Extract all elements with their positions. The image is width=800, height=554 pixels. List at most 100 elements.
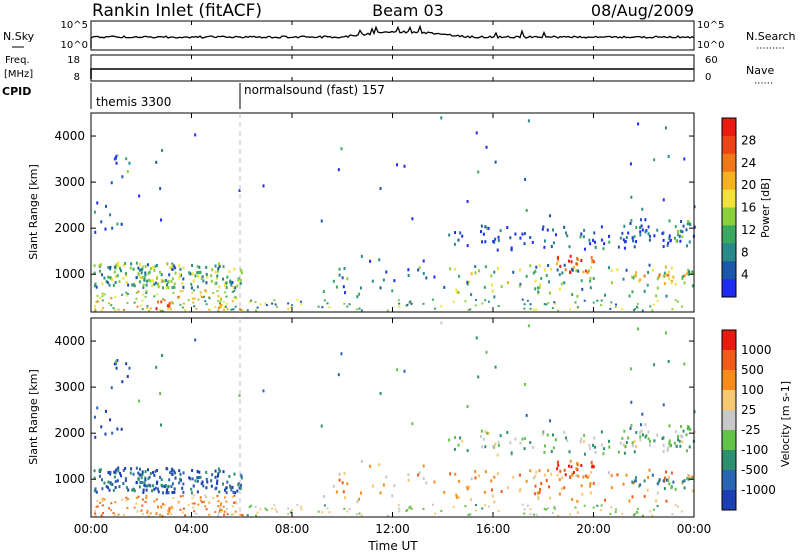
- velocity-cell: [104, 409, 107, 413]
- velocity-cell: [96, 406, 99, 410]
- velocity-cell: [222, 482, 225, 486]
- velocity-cell: [210, 479, 213, 483]
- velocity-cell: [678, 439, 681, 443]
- velocity-cell: [619, 441, 622, 445]
- velocity-cell: [193, 510, 196, 513]
- velocity-cell: [140, 509, 143, 512]
- velocity-cell: [681, 480, 684, 484]
- velocity-cell: [529, 508, 532, 511]
- velocity-cell: [647, 430, 650, 434]
- power-cell: [114, 280, 117, 284]
- velocity-cell: [635, 430, 638, 434]
- velocity-cell: [233, 494, 236, 497]
- power-cell: [572, 265, 575, 269]
- power-cell: [666, 244, 669, 248]
- power-cell: [108, 302, 111, 305]
- velocity-cell: [589, 491, 592, 495]
- velocity-cell: [184, 514, 187, 517]
- colorbar-swatch: [722, 171, 736, 190]
- power-cell: [636, 306, 639, 309]
- velocity-cell: [433, 480, 436, 484]
- power-cell: [194, 133, 197, 137]
- power-cell: [529, 236, 532, 240]
- power-cell: [667, 270, 670, 274]
- velocity-cell: [480, 429, 483, 433]
- velocity-cell: [466, 487, 469, 491]
- velocity-cell: [544, 473, 547, 477]
- power-cell: [116, 154, 119, 158]
- velocity-cell: [542, 430, 545, 434]
- power-cell: [543, 239, 546, 243]
- velocity-cell: [144, 478, 147, 482]
- velocity-cell: [683, 486, 686, 490]
- velocity-cell: [95, 490, 98, 494]
- power-cell: [222, 300, 225, 303]
- power-cell: [686, 220, 689, 224]
- velocity-cell: [217, 505, 220, 508]
- velocity-cell: [328, 511, 331, 514]
- power-cell: [676, 300, 679, 303]
- power-cell: [153, 295, 156, 298]
- power-cell: [99, 263, 102, 267]
- velocity-cell: [523, 512, 526, 515]
- power-cell: [141, 275, 144, 279]
- power-cell: [673, 236, 676, 240]
- velocity-cell: [194, 338, 197, 342]
- power-cell: [223, 308, 226, 311]
- velocity-cell: [127, 497, 130, 500]
- velocity-cell: [231, 485, 234, 489]
- velocity-cell: [623, 451, 626, 455]
- power-cell: [622, 238, 625, 242]
- power-cell: [231, 290, 234, 293]
- power-cell: [531, 240, 534, 244]
- velocity-cell: [228, 474, 231, 478]
- velocity-cell: [466, 404, 469, 408]
- power-cell: [556, 268, 559, 272]
- velocity-cell: [602, 452, 605, 456]
- velocity-colorbar-label: Velocity [m s-1]: [779, 381, 792, 467]
- power-cell: [470, 272, 473, 276]
- velocity-cell: [105, 484, 108, 488]
- power-cell: [610, 269, 613, 273]
- power-cell: [189, 272, 192, 276]
- velocity-cell: [561, 476, 564, 480]
- velocity-cell: [629, 426, 632, 430]
- velocity-cell: [144, 476, 147, 480]
- velocity-cell: [398, 507, 401, 510]
- power-cell: [379, 187, 382, 191]
- power-cell: [114, 309, 117, 312]
- power-cell: [196, 274, 199, 278]
- power-cell: [487, 300, 490, 303]
- power-cell: [537, 290, 540, 294]
- velocity-cell: [662, 443, 665, 447]
- velocity-cell: [644, 435, 647, 439]
- velocity-cell: [234, 491, 237, 495]
- power-cell: [274, 303, 277, 306]
- power-cell: [506, 225, 509, 229]
- power-cell: [545, 303, 548, 306]
- power-cell: [137, 290, 140, 293]
- power-cell: [669, 239, 672, 243]
- colorbar-swatch: [722, 189, 736, 208]
- velocity-cell: [584, 474, 587, 478]
- power-cell: [474, 271, 477, 275]
- velocity-cell: [190, 487, 193, 491]
- power-cell: [125, 157, 128, 161]
- power-cell: [214, 282, 217, 286]
- velocity-cell: [669, 444, 672, 448]
- power-cell: [161, 310, 164, 313]
- velocity-cell: [407, 478, 410, 482]
- power-cell: [371, 279, 374, 283]
- power-cell: [300, 303, 303, 306]
- velocity-cell: [623, 429, 626, 433]
- power-cell: [171, 267, 174, 271]
- power-cell: [170, 308, 173, 311]
- velocity-cell: [622, 443, 625, 447]
- power-cell: [466, 280, 469, 284]
- power-cell: [674, 225, 677, 229]
- power-cell: [323, 299, 326, 302]
- velocity-cell: [171, 472, 174, 476]
- x-tick-label: 20:00: [576, 522, 611, 536]
- power-cell: [211, 268, 214, 272]
- velocity-cell: [141, 513, 144, 516]
